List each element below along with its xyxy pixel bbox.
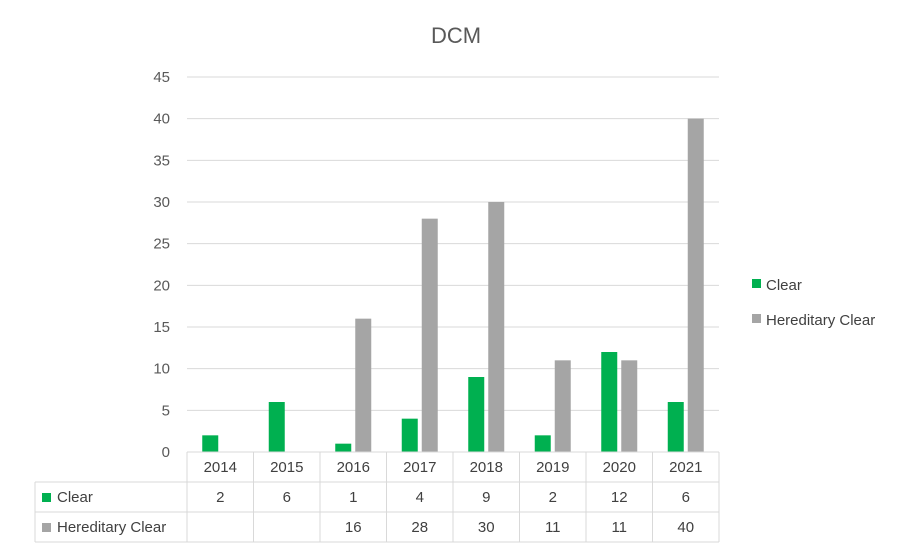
x-tick-label: 2016 xyxy=(337,459,370,476)
x-tick-label: 2017 xyxy=(403,459,436,476)
bar-clear xyxy=(335,443,352,452)
table-series-label: Hereditary Clear xyxy=(57,519,166,536)
bar-hereditary-clear xyxy=(355,318,372,452)
y-tick-label: 45 xyxy=(153,69,170,86)
y-tick-label: 15 xyxy=(153,319,170,336)
data-label: 11 xyxy=(611,519,627,536)
x-tick-label: 2018 xyxy=(470,459,503,476)
data-label: 40 xyxy=(677,519,694,536)
y-axis-ticks: 0 5 10 15 20 25 30 35 40 45 xyxy=(153,69,170,461)
data-label: 9 xyxy=(482,489,490,506)
data-label: 11 xyxy=(545,519,561,536)
data-label: 2 xyxy=(216,489,224,506)
data-label: 12 xyxy=(611,489,628,506)
data-label: 30 xyxy=(478,519,495,536)
y-tick-label: 40 xyxy=(153,111,170,128)
y-tick-label: 5 xyxy=(162,402,170,419)
data-label: 6 xyxy=(283,489,291,506)
data-label: 4 xyxy=(416,489,424,506)
legend-label: Clear xyxy=(766,277,802,294)
bar-clear xyxy=(202,435,219,452)
bar-clear xyxy=(601,352,618,452)
bar-clear xyxy=(268,402,285,452)
bar-hereditary-clear xyxy=(554,360,571,452)
bars xyxy=(202,118,704,453)
bar-hereditary-clear xyxy=(621,360,638,452)
x-tick-label: 2021 xyxy=(669,459,702,476)
y-tick-label: 0 xyxy=(162,444,170,461)
data-table: 2014 2015 2016 2017 2018 2019 2020 2021 Clear 2 6 1… xyxy=(34,451,720,543)
bar-hereditary-clear xyxy=(687,118,704,453)
data-label: 1 xyxy=(349,489,357,506)
y-tick-label: 25 xyxy=(153,236,170,253)
legend: Clear Hereditary Clear xyxy=(752,277,875,329)
data-label: 6 xyxy=(682,489,690,506)
data-label: 28 xyxy=(411,519,428,536)
bar-clear xyxy=(534,435,551,452)
bar-hereditary-clear xyxy=(421,218,438,452)
x-tick-label: 2019 xyxy=(536,459,569,476)
legend-key xyxy=(752,314,761,323)
chart-title: DCM xyxy=(431,23,481,48)
table-series-label: Clear xyxy=(57,489,93,506)
bar-hereditary-clear xyxy=(488,202,505,452)
x-tick-label: 2020 xyxy=(603,459,636,476)
bar-clear xyxy=(401,418,418,452)
legend-key xyxy=(752,279,761,288)
bar-clear xyxy=(667,402,684,452)
x-tick-label: 2015 xyxy=(270,459,303,476)
bar-clear xyxy=(468,377,485,452)
y-tick-label: 30 xyxy=(153,194,170,211)
legend-label: Hereditary Clear xyxy=(766,312,875,329)
y-tick-label: 10 xyxy=(153,361,170,378)
data-label: 2 xyxy=(549,489,557,506)
table-legend-key xyxy=(42,523,51,532)
x-tick-label: 2014 xyxy=(204,459,237,476)
table-legend-key xyxy=(42,493,51,502)
y-tick-label: 35 xyxy=(153,152,170,169)
y-tick-label: 20 xyxy=(153,277,170,294)
gridlines xyxy=(187,76,719,411)
data-label: 16 xyxy=(345,519,362,536)
